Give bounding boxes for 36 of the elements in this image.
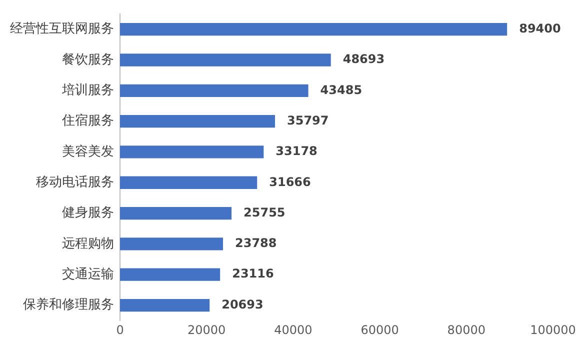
bar <box>120 176 258 189</box>
y-tick-label: 培训服务 <box>61 83 114 98</box>
data-label: 31666 <box>269 174 311 189</box>
x-tick-label: 100000 <box>530 322 576 337</box>
x-tick-label: 60000 <box>360 322 399 337</box>
data-label: 43485 <box>320 82 362 97</box>
x-tick-label: 40000 <box>274 322 312 337</box>
data-label: 23788 <box>235 236 277 250</box>
bar <box>120 54 331 66</box>
data-label: 48693 <box>342 52 385 66</box>
y-tick-label: 远程购物 <box>62 236 114 252</box>
data-label: 33178 <box>276 144 318 158</box>
bar <box>120 146 264 158</box>
bar <box>120 238 223 250</box>
data-label: 89400 <box>519 21 561 36</box>
bar <box>120 206 232 220</box>
y-tick-label: 移动电话服务 <box>36 175 114 190</box>
y-tick-label: 住宿服务 <box>61 112 114 129</box>
data-label: 23116 <box>232 266 274 281</box>
data-label: 20693 <box>222 297 264 312</box>
bar <box>120 268 220 281</box>
bar <box>120 114 275 128</box>
y-tick-label: 交通运输 <box>62 266 114 282</box>
bar <box>120 23 508 36</box>
y-tick-label: 保养和修理服务 <box>23 296 114 313</box>
y-tick-label: 经营性互联网服务 <box>10 22 114 37</box>
bar <box>120 298 210 312</box>
x-tick-label: 80000 <box>447 322 486 337</box>
y-tick-label: 美容美发 <box>62 143 114 160</box>
x-tick-label: 20000 <box>188 322 226 337</box>
x-tick-label: 0 <box>116 322 124 337</box>
data-label: 35797 <box>287 113 329 128</box>
bar <box>120 84 308 97</box>
data-label: 25755 <box>244 205 286 220</box>
y-tick-label: 餐饮服务 <box>62 52 114 68</box>
y-tick-label: 健身服务 <box>62 206 114 221</box>
